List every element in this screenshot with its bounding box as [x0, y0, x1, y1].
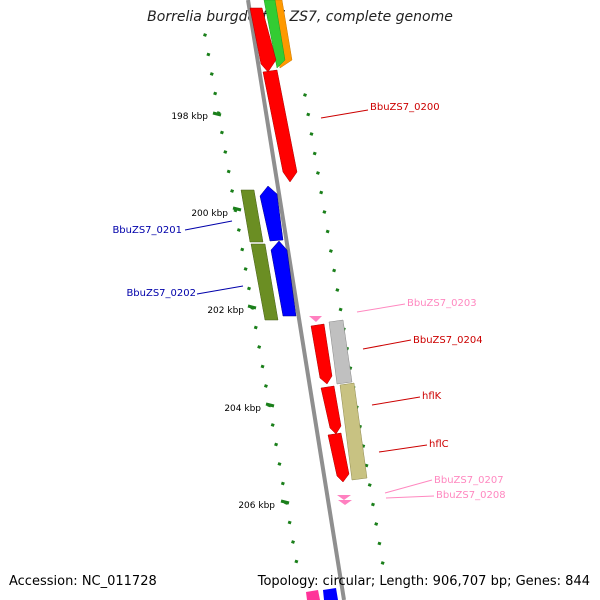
- tick-mark: [243, 267, 248, 271]
- scale-label: 206 kbp: [238, 501, 275, 511]
- tick-mark: [294, 559, 299, 564]
- major-tick: [247, 304, 257, 310]
- scale-labels: 198 kbp 200 kbp 202 kbp 204 kbp 206 kbp: [171, 112, 275, 511]
- accession-text: Accession: NC_011728: [9, 574, 157, 589]
- tick-mark: [322, 210, 327, 214]
- tick-mark: [319, 190, 324, 195]
- tick-mark: [270, 423, 275, 427]
- gene-arrow-0204[interactable]: [310, 323, 333, 385]
- gene-arrow-0200[interactable]: [262, 69, 298, 183]
- tick-mark: [203, 33, 207, 37]
- tick-mark: [291, 540, 295, 544]
- gene-arrow-blue-bottom[interactable]: [323, 588, 338, 600]
- tick-mark: [226, 169, 231, 174]
- tick-mark: [253, 325, 258, 330]
- tick-mark: [219, 130, 224, 135]
- genome-backbone: [246, 0, 346, 600]
- label-leader-line: [378, 444, 428, 453]
- gene-arrow-hflC[interactable]: [327, 432, 350, 483]
- tick-mark: [303, 93, 307, 97]
- gene-arrow-green[interactable]: [263, 0, 286, 69]
- tick-mark: [306, 112, 311, 117]
- label-leader-line: [196, 285, 244, 295]
- gene-arrow-0201[interactable]: [259, 185, 284, 242]
- gene-arrow-magenta-bottom[interactable]: [306, 590, 320, 600]
- gene-label[interactable]: BbuZS7_0208: [436, 490, 506, 501]
- tick-mark: [209, 72, 214, 76]
- gene-label[interactable]: BbuZS7_0203: [407, 298, 477, 309]
- gene-block-olive-2[interactable]: [250, 243, 279, 321]
- tick-mark: [233, 208, 238, 213]
- major-tick: [232, 206, 242, 212]
- genome-summary-text: Topology: circular; Length: 906,707 bp; …: [257, 574, 590, 589]
- tick-mark: [335, 288, 340, 292]
- tick-mark: [287, 520, 292, 525]
- major-tick: [265, 402, 275, 408]
- tick-mark: [309, 132, 314, 136]
- gene-arrow-red-top[interactable]: [249, 7, 277, 73]
- gene-label[interactable]: hflK: [422, 391, 442, 402]
- label-leader-line: [371, 396, 421, 406]
- tick-mark: [247, 286, 251, 291]
- major-tick: [280, 499, 290, 505]
- tick-mark: [223, 150, 228, 154]
- scale-label: 198 kbp: [171, 112, 208, 122]
- gene-label[interactable]: BbuZS7_0201: [112, 225, 182, 236]
- gene-arrow-hflK[interactable]: [320, 385, 342, 435]
- gene-arrow-0208[interactable]: [338, 500, 352, 505]
- label-leader-line: [184, 220, 233, 231]
- gene-features: [240, 0, 368, 600]
- label-leader-line: [362, 339, 412, 350]
- tick-mark: [315, 171, 320, 175]
- gene-arrow-0203[interactable]: [309, 316, 322, 322]
- gene-block-khaki[interactable]: [339, 382, 368, 481]
- gene-arrow-0202[interactable]: [270, 240, 297, 317]
- tick-mark: [277, 462, 282, 466]
- tick-mark: [380, 561, 385, 565]
- tick-mark: [260, 364, 265, 369]
- tick-mark: [332, 268, 337, 273]
- tick-mark: [370, 502, 375, 507]
- gene-labels: BbuZS7_0200 BbuZS7_0201 BbuZS7_0202 BbuZS7_…: [112, 102, 505, 501]
- label-leader-line: [384, 479, 433, 494]
- gene-label[interactable]: BbuZS7_0204: [413, 335, 483, 346]
- tick-mark: [374, 522, 379, 526]
- scale-label: 202 kbp: [207, 306, 244, 316]
- gene-block-olive-1[interactable]: [240, 189, 264, 243]
- gene-arrow-0207[interactable]: [337, 495, 351, 500]
- tick-mark: [230, 189, 235, 193]
- tick-mark: [367, 483, 372, 487]
- gene-label[interactable]: BbuZS7_0207: [434, 475, 504, 486]
- tick-mark: [338, 307, 343, 312]
- major-tick: [212, 111, 222, 117]
- tick-mark: [325, 229, 330, 234]
- tick-mark: [206, 52, 211, 57]
- tick-mark: [274, 442, 279, 447]
- tick-mark: [257, 345, 262, 349]
- label-leader-line: [385, 495, 435, 499]
- gene-label[interactable]: hflC: [429, 439, 449, 450]
- tick-mark: [240, 247, 245, 252]
- tick-mark: [377, 541, 382, 546]
- tick-mark: [236, 228, 241, 232]
- gene-block-grey[interactable]: [328, 319, 353, 385]
- tick-mark: [213, 91, 218, 96]
- scale-label: 200 kbp: [191, 209, 228, 219]
- gene-label[interactable]: BbuZS7_0202: [126, 288, 196, 299]
- label-leader-line: [320, 109, 369, 119]
- genome-title: Borrelia burgdorferi ZS7, complete genom…: [147, 9, 453, 25]
- tick-mark: [328, 249, 333, 253]
- tick-mark: [312, 151, 317, 156]
- gene-label[interactable]: BbuZS7_0200: [370, 102, 440, 113]
- tick-mark: [263, 384, 268, 388]
- label-leaders: [184, 109, 435, 499]
- tick-mark: [280, 481, 285, 486]
- scale-label: 204 kbp: [224, 404, 261, 414]
- label-leader-line: [356, 303, 406, 313]
